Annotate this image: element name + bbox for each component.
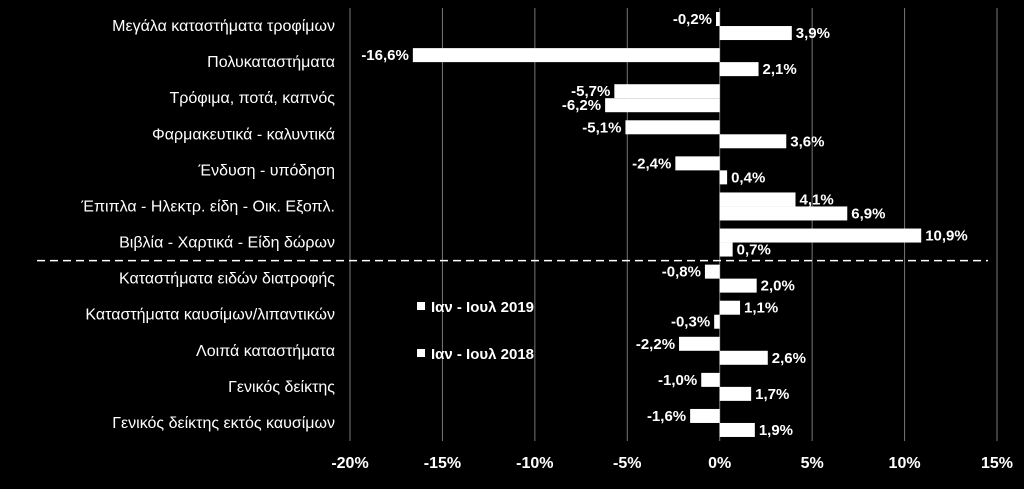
category-label: Καταστήματα καυσίμων/λιπαντικών bbox=[85, 307, 335, 324]
data-label: -0,8% bbox=[662, 264, 701, 281]
data-label: -1,6% bbox=[647, 408, 686, 425]
data-label: -2,2% bbox=[636, 336, 675, 353]
bar-2018 bbox=[719, 350, 768, 365]
legend-swatch-2018 bbox=[417, 349, 425, 357]
category-label: Πολυκαταστήματα bbox=[207, 54, 335, 71]
bar-2018 bbox=[719, 278, 757, 293]
data-label: -5,1% bbox=[582, 119, 621, 136]
data-label: 6,9% bbox=[851, 205, 885, 222]
bar-2019 bbox=[690, 408, 720, 423]
bar-2019 bbox=[719, 300, 741, 315]
bar-2019 bbox=[625, 120, 720, 135]
x-tick-labels-group: -20% -15% -10% -5% 0% 5% 10% 15% bbox=[331, 455, 1013, 472]
data-label: 1,7% bbox=[755, 386, 789, 403]
data-labels-group: -0,2% -16,6% -5,7% -5,1% -2,4% 4,1% 10,9% -0,8%… bbox=[361, 11, 967, 439]
bar-2019 bbox=[719, 228, 922, 243]
category-label: Ένδυση - υπόδηση bbox=[198, 162, 335, 179]
category-label: Γενικός δείκτης bbox=[228, 379, 335, 396]
bar-2018 bbox=[719, 422, 755, 437]
legend-label-2019: Ιαν - Ιουλ 2019 bbox=[431, 299, 534, 316]
data-label: 10,9% bbox=[925, 228, 968, 245]
bar-2019 bbox=[704, 264, 720, 279]
data-label: 3,6% bbox=[790, 133, 824, 150]
bar-2018 bbox=[719, 170, 728, 185]
category-labels-group: Μεγάλα καταστήματα τροφίμων Πολυκαταστήμα… bbox=[80, 18, 335, 432]
bar-2018 bbox=[719, 26, 792, 41]
data-label: 2,0% bbox=[761, 278, 795, 295]
bar-2019 bbox=[614, 84, 720, 99]
bar-2018 bbox=[719, 134, 787, 149]
data-label: -0,3% bbox=[671, 314, 710, 331]
legend-swatch-2019 bbox=[417, 302, 425, 310]
bar-2019 bbox=[719, 192, 796, 207]
bar-2018 bbox=[719, 242, 733, 257]
data-label: 4,1% bbox=[800, 191, 834, 208]
bar-2019 bbox=[412, 48, 720, 63]
data-label: 1,9% bbox=[759, 422, 793, 439]
x-tick-label: 5% bbox=[801, 455, 824, 472]
data-label: -16,6% bbox=[361, 47, 409, 64]
bar-2018 bbox=[719, 206, 848, 221]
x-tick-label: -20% bbox=[331, 455, 368, 472]
category-label: Μεγάλα καταστήματα τροφίμων bbox=[112, 18, 335, 35]
legend-label-2018: Ιαν - Ιουλ 2018 bbox=[431, 346, 534, 363]
x-tick-label: 10% bbox=[889, 455, 921, 472]
data-label: 2,6% bbox=[772, 350, 806, 367]
x-tick-label: -5% bbox=[613, 455, 641, 472]
data-label: 0,7% bbox=[737, 242, 771, 259]
category-label: Βιβλία - Χαρτικά - Είδη δώρων bbox=[119, 235, 335, 252]
x-tick-label: 15% bbox=[981, 455, 1013, 472]
bar-2019 bbox=[679, 336, 720, 351]
data-label: -2,4% bbox=[632, 155, 671, 172]
bar-2018 bbox=[714, 314, 720, 329]
category-label: Τρόφιμα, ποτά, καπνός bbox=[170, 90, 336, 107]
category-label: Έπιπλα - Ηλεκτρ. είδη - Οικ. Εξοπλ. bbox=[80, 198, 335, 215]
bar-2018 bbox=[605, 98, 720, 113]
gridlines bbox=[349, 8, 998, 441]
bar-2019 bbox=[675, 156, 720, 171]
bar-2019 bbox=[716, 12, 720, 27]
bar-2019 bbox=[701, 372, 720, 387]
x-tick-label: 0% bbox=[708, 455, 731, 472]
category-label: Καταστήματα ειδών διατροφής bbox=[119, 271, 335, 288]
bar-2018 bbox=[719, 62, 759, 77]
data-label: -5,7% bbox=[571, 83, 610, 100]
data-label: 1,1% bbox=[744, 300, 778, 317]
category-label: Φαρμακευτικά - καλυντικά bbox=[152, 126, 335, 143]
data-label: 3,9% bbox=[796, 25, 830, 42]
x-tick-label: -15% bbox=[424, 455, 461, 472]
data-label: -6,2% bbox=[562, 97, 601, 114]
category-label: Γενικός δείκτης εκτός καυσίμων bbox=[112, 415, 335, 432]
bar-2018 bbox=[719, 386, 752, 401]
data-label: -0,2% bbox=[673, 11, 712, 28]
x-tick-label: -10% bbox=[516, 455, 553, 472]
bars-group bbox=[412, 12, 922, 437]
data-label: -1,0% bbox=[658, 372, 697, 389]
legend: Ιαν - Ιουλ 2019 Ιαν - Ιουλ 2018 bbox=[417, 299, 534, 363]
data-label: 0,4% bbox=[731, 169, 765, 186]
data-label: 2,1% bbox=[763, 61, 797, 78]
category-label: Λοιπά καταστήματα bbox=[196, 343, 335, 360]
